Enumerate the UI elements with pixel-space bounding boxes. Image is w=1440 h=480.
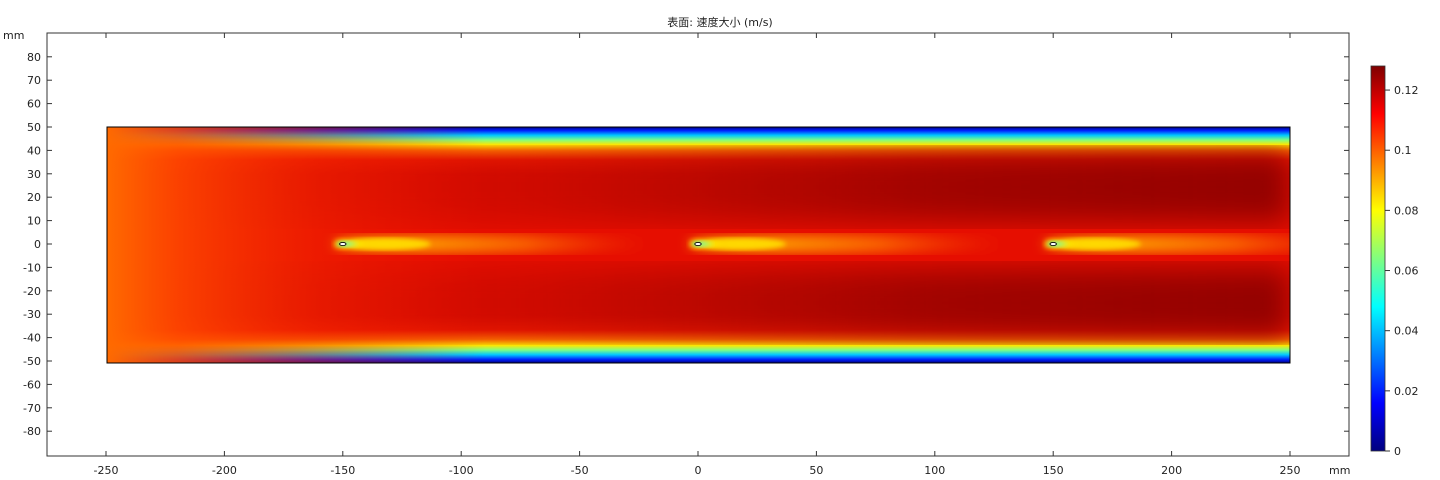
x-tick-label: 200 — [1161, 464, 1182, 477]
y-tick-label: 10 — [27, 215, 41, 228]
colorbar-tick-label: 0.06 — [1394, 265, 1419, 278]
y-tick-label: -60 — [23, 378, 41, 391]
x-tick-label: 250 — [1280, 464, 1301, 477]
obstacle-marker — [339, 241, 347, 247]
y-axis-label: mm — [3, 29, 24, 42]
y-tick-label: -40 — [23, 332, 41, 345]
y-tick-label: -80 — [23, 425, 41, 438]
x-tick-label: 0 — [695, 464, 702, 477]
colorbar-tick-label: 0.12 — [1394, 84, 1419, 97]
x-tick-label: -150 — [330, 464, 355, 477]
colorbar-tick-label: 0.08 — [1394, 204, 1419, 217]
colorbar-tick-label: 0.02 — [1394, 385, 1419, 398]
y-axis-ticks: 80 70 60 50 40 30 20 10 0 -10 -20 -30 -40 -50 -60 -70 -8… — [23, 51, 1349, 438]
velocity-field — [107, 127, 1290, 363]
x-tick-label: -250 — [94, 464, 119, 477]
wake-core — [336, 240, 377, 248]
y-tick-label: -20 — [23, 285, 41, 298]
y-tick-label: -50 — [23, 355, 41, 368]
x-tick-label: 50 — [809, 464, 823, 477]
y-tick-label: 40 — [27, 144, 41, 157]
y-tick-label: 60 — [27, 98, 41, 111]
x-tick-label: -100 — [449, 464, 474, 477]
x-tick-label: 100 — [924, 464, 945, 477]
obstacle-marker — [694, 241, 702, 247]
colorbar-tick-label: 0.04 — [1394, 325, 1419, 338]
domain-frame — [106, 126, 1291, 364]
y-tick-label: 80 — [27, 51, 41, 64]
x-axis-label: mm — [1329, 464, 1350, 477]
obstacle-marker — [1049, 241, 1057, 247]
wake-core — [1047, 240, 1088, 248]
x-tick-label: -200 — [212, 464, 237, 477]
y-tick-label: 70 — [27, 74, 41, 87]
colorbar-tick-label: 0 — [1394, 445, 1401, 458]
y-tick-label: 50 — [27, 121, 41, 134]
x-axis-ticks: -250 -200 -150 -100 -50 0 50 100 150 200 250 — [94, 33, 1301, 477]
colorbar-ticks: 0 0.02 0.04 0.06 0.08 0.1 0.12 — [1385, 84, 1419, 458]
x-tick-label: -50 — [571, 464, 589, 477]
y-tick-label: 0 — [34, 238, 41, 251]
wake-core — [692, 240, 732, 248]
colorbar — [1370, 65, 1386, 452]
y-tick-label: 30 — [27, 168, 41, 181]
y-tick-label: -10 — [23, 261, 41, 274]
x-tick-label: 150 — [1043, 464, 1064, 477]
y-tick-label: 20 — [27, 191, 41, 204]
colorbar-tick-label: 0.1 — [1394, 144, 1412, 157]
chart-title: 表面: 速度大小 (m/s) — [667, 15, 772, 29]
y-tick-label: -30 — [23, 308, 41, 321]
y-tick-label: -70 — [23, 402, 41, 415]
